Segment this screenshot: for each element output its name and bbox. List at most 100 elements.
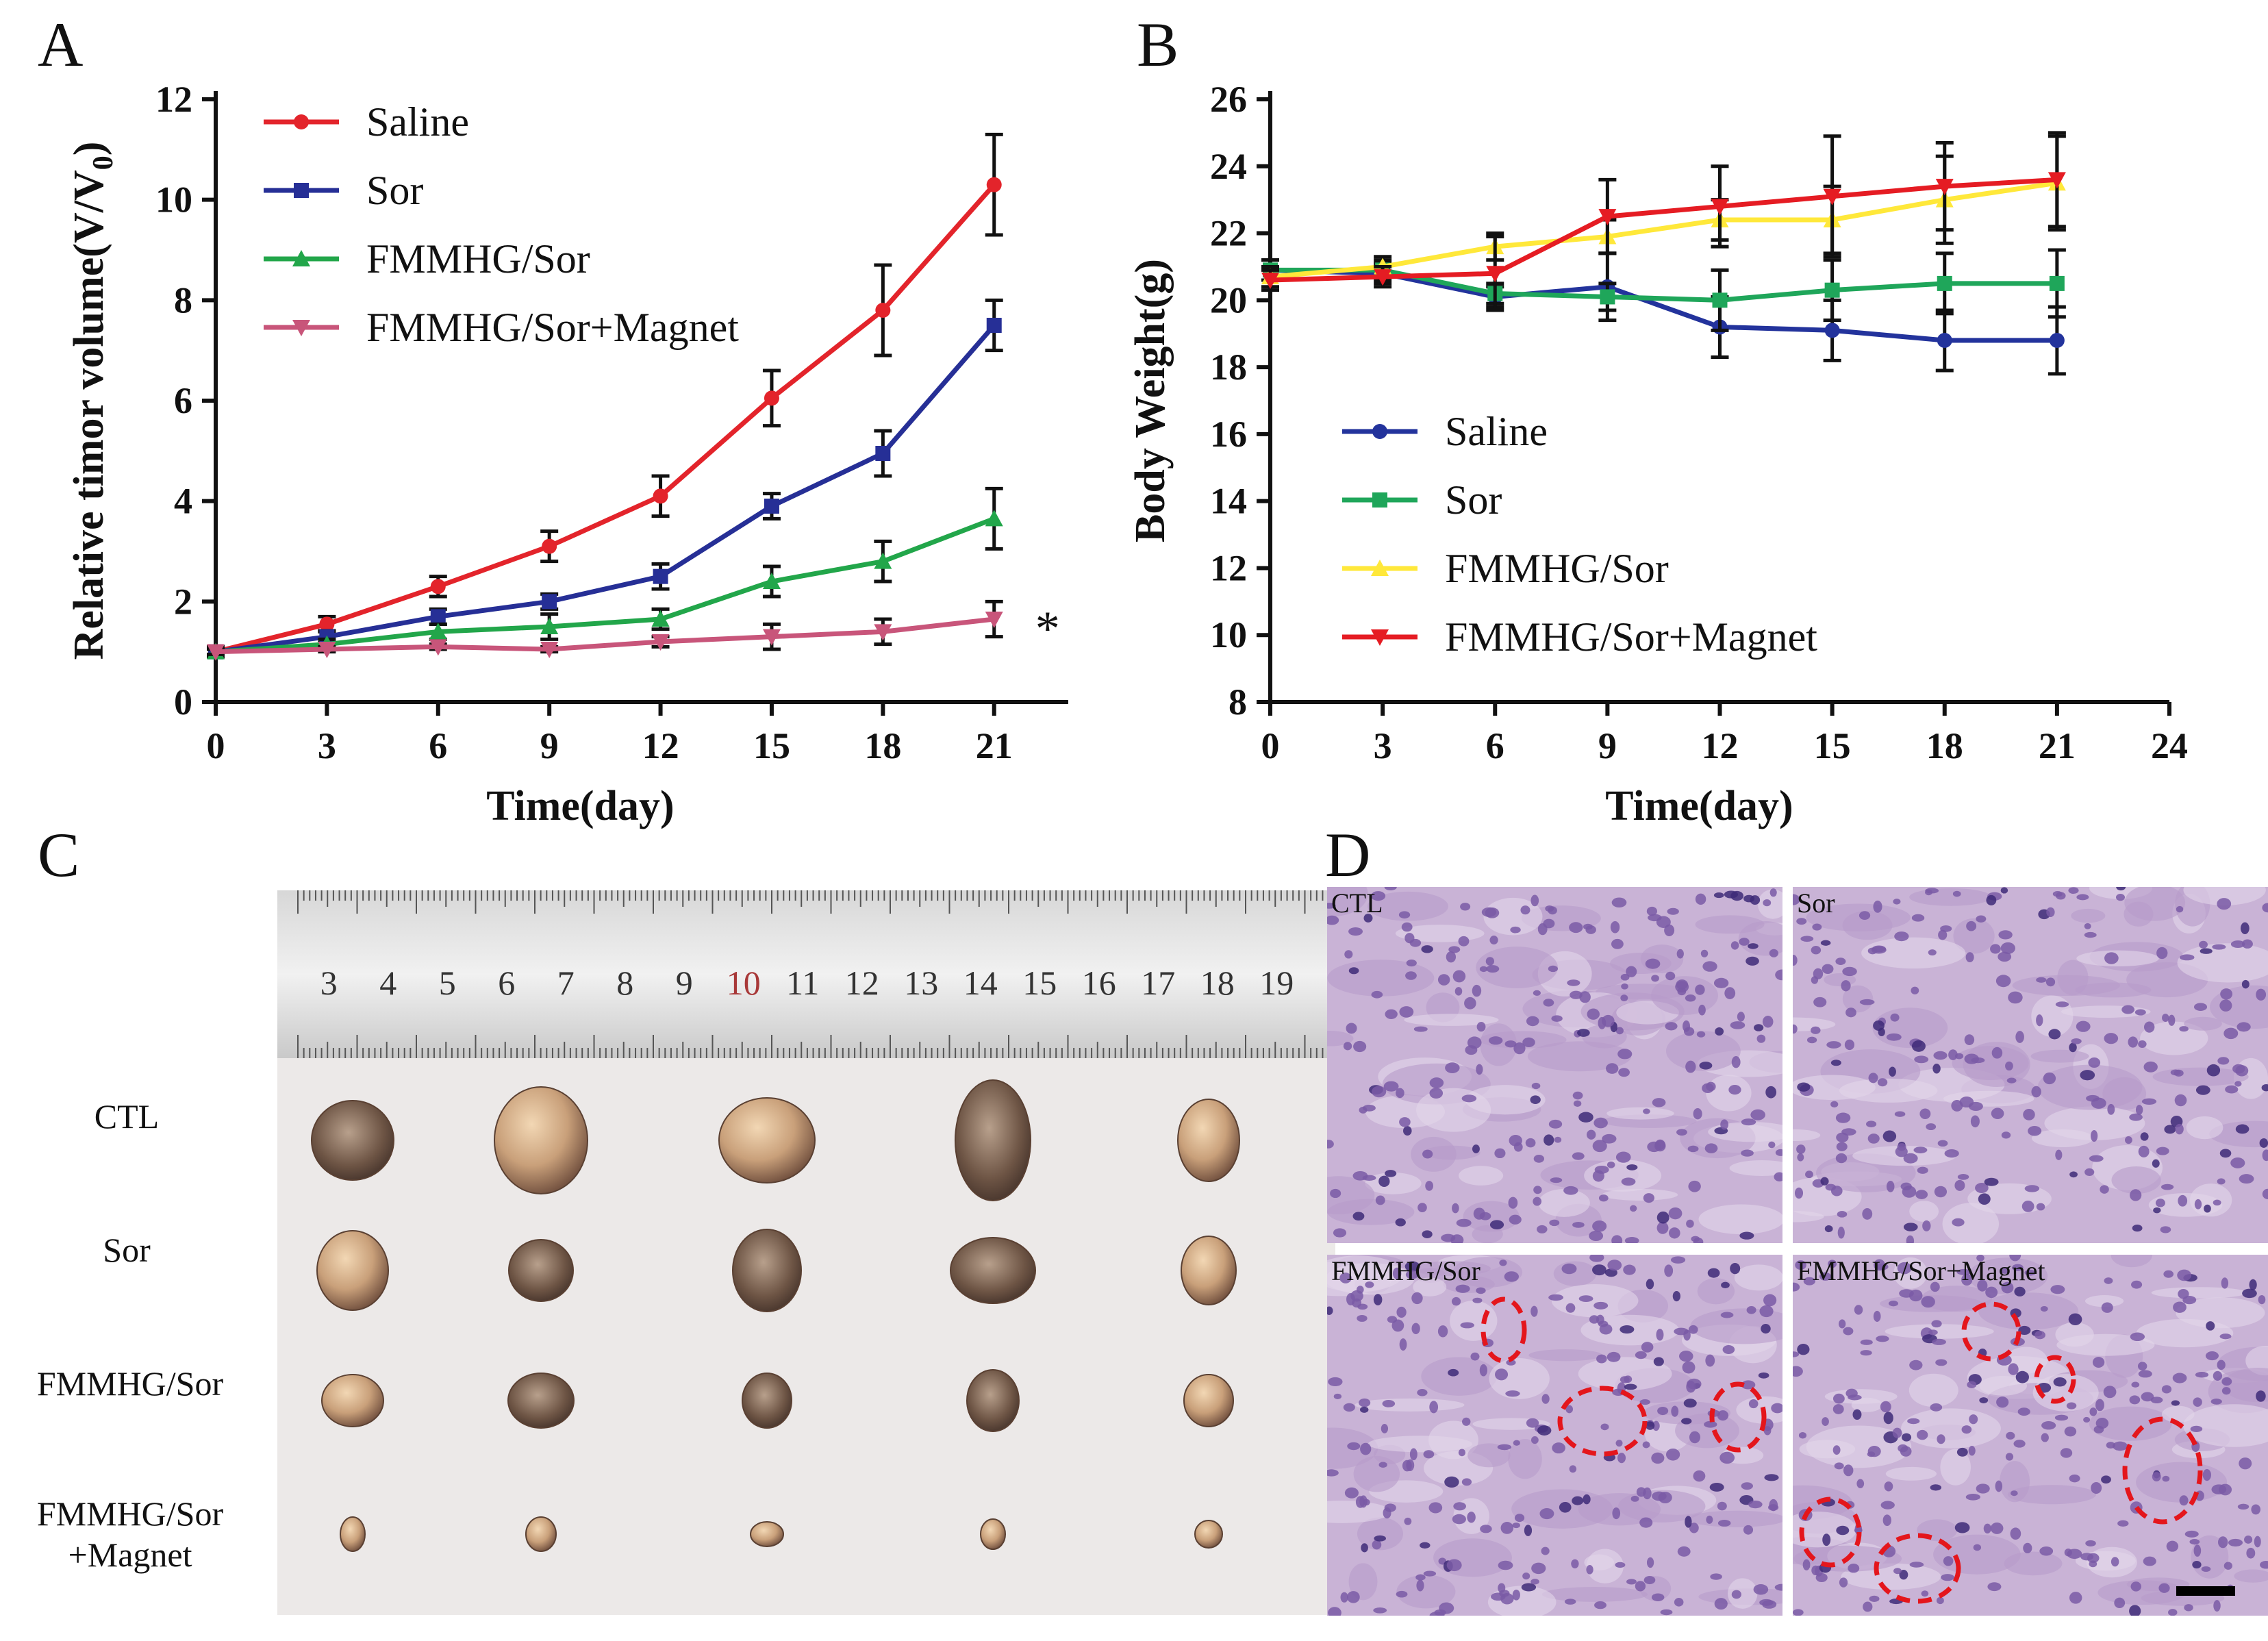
ruler-number: 5 [439,964,456,1002]
data-point [986,318,1002,333]
data-point [985,510,1003,527]
data-point [1823,188,1841,205]
data-point [429,623,447,640]
ruler-number: 16 [1082,964,1116,1002]
data-point [985,612,1003,628]
histology-label-fmmhg: FMMHG/Sor [1331,1255,1480,1286]
data-point [542,538,557,554]
data-point [207,644,225,661]
data-point [430,609,446,625]
legend-item: FMMHG/Sor+Magnet [264,305,739,350]
panel-c-letter: C [38,820,80,890]
tumor [507,1373,575,1429]
tumor [321,1374,384,1427]
tumor [742,1373,792,1429]
legend-item: Saline [264,99,469,145]
tumor [494,1086,588,1194]
data-point [1711,199,1729,216]
legend-item: Sor [264,168,423,213]
tumor [525,1516,557,1552]
legend-marker [1372,424,1387,439]
histology-tile-ctl: CTL [1327,887,1782,1243]
histology-tile-fmmhg: FMMHG/Sor [1327,1255,1782,1616]
data-point [542,594,557,610]
tumor-photo: 3 4 5 6 7 8 9 10 11 12 13 14 15 16 17 18 19 [277,890,1335,1615]
legend-label: Sor [366,168,423,213]
ruler-number: 11 [786,964,819,1002]
legend-marker [1371,560,1389,576]
x-tick-label: 9 [1598,725,1617,766]
tumor [732,1229,802,1312]
series-line [1270,177,2058,283]
data-point [429,639,447,656]
y-tick-label: 10 [155,179,192,221]
series-line [215,183,996,655]
data-point [874,552,892,569]
tissue-texture [1793,887,2268,1243]
y-tick-label: 2 [174,581,192,622]
x-tick-label: 6 [429,725,447,766]
panel-d-letter: D [1325,820,1371,890]
data-point [762,573,781,589]
ruler-number: 6 [498,964,515,1002]
legend-marker [294,114,309,129]
data-point [1937,333,1952,348]
ruler-number: 12 [845,964,879,1002]
legend-label: Saline [366,99,469,145]
histology-label-sor: Sor [1797,888,1835,918]
row-label-sor: Sor [103,1231,151,1269]
data-point [874,624,892,641]
significance-annotation: * [1035,601,1060,656]
data-point [1600,289,1615,305]
x-tick-label: 21 [976,725,1013,766]
tissue-texture [1327,1255,1782,1616]
ruler [277,890,1335,1058]
data-point [653,488,668,504]
data-point [318,642,336,658]
tissue-texture [1793,1255,2268,1616]
series-line [215,323,996,655]
ruler-number: 17 [1141,964,1175,1002]
x-tick-label: 18 [864,725,901,766]
legend-item: FMMHG/Sor [1342,546,1669,591]
x-axis-label: Time(day) [486,783,674,829]
y-tick-label: 16 [1210,414,1247,455]
legend-marker [294,183,309,198]
histology-tile-sor: Sor [1793,887,2268,1243]
data-point [540,618,559,634]
tumor [718,1097,816,1183]
tumor [508,1239,574,1302]
series-fmmhg-sor-magnet [207,599,1003,661]
chart-a-tumor-volume: 0 2 4 6 8 10 12 0 3 6 9 12 15 18 21 Time(day) Relative t… [66,79,1068,829]
ruler-number: 18 [1200,964,1235,1002]
y-tick-label: 4 [174,481,192,522]
y-tick-label: 20 [1210,279,1247,321]
ruler-number: 7 [557,964,575,1002]
legend-marker [292,250,310,266]
tumor-samples [311,1079,1240,1552]
legend-label: FMMHG/Sor+Magnet [1445,614,1817,660]
row-label-fmmhg-magnet: FMMHG/Sor +Magnet [36,1494,224,1574]
tumor [1183,1374,1234,1427]
ruler-number: 10 [727,964,761,1002]
legend-item: Saline [1342,409,1548,454]
y-tick-label: 26 [1210,79,1247,120]
x-tick-label: 3 [1374,725,1392,766]
data-point [1598,209,1617,226]
y-tick-label: 12 [155,79,192,120]
data-point [2049,275,2065,291]
y-axis-label: Relative timor volume(V/V0) [66,142,119,660]
data-point [1712,292,1728,308]
ruler-number: 19 [1259,964,1294,1002]
legend-label: FMMHG/Sor [1445,546,1669,591]
series-fmmhg-sor [207,486,1003,660]
data-point [1261,273,1279,289]
series-fmmhg-sor-magnet [1261,131,2066,312]
tumor [1177,1099,1240,1182]
data-point [875,303,891,318]
x-tick-label: 12 [642,725,679,766]
ruler-number: 15 [1022,964,1057,1002]
legend-label: FMMHG/Sor+Magnet [366,305,739,350]
chart-b-body-weight: 8 10 12 14 16 18 20 22 24 26 0 3 6 9 12 15 18 21 24 Time(da… [1127,79,2188,829]
y-tick-label: 8 [1228,681,1247,723]
